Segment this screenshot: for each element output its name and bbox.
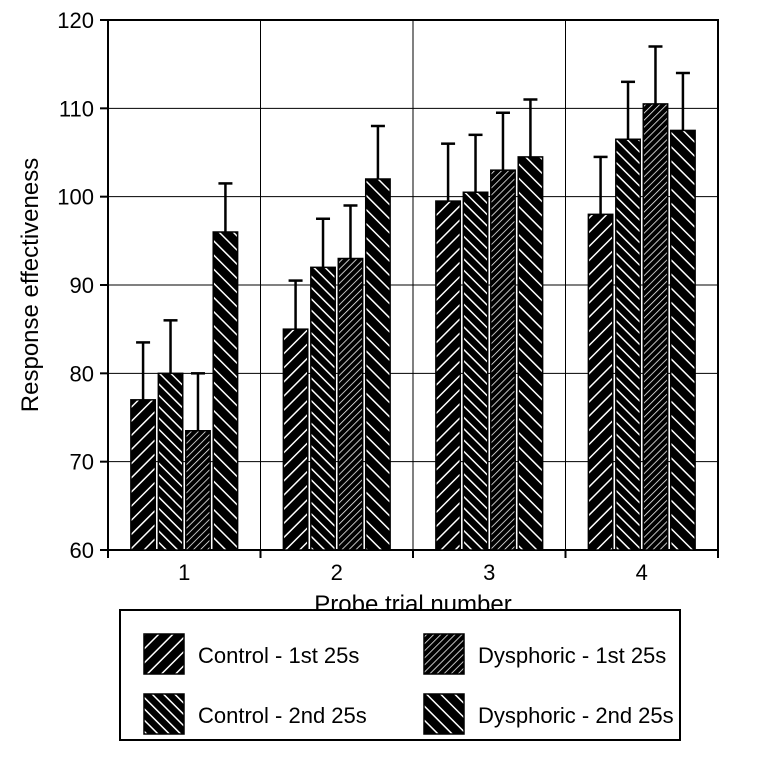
legend-label: Dysphoric - 1st 25s xyxy=(478,643,666,668)
y-axis-label: Response effectiveness xyxy=(17,158,44,412)
bar xyxy=(158,373,182,550)
bar xyxy=(463,192,487,550)
bar-chart: 607080901001101201234Probe trial numberR… xyxy=(0,0,782,768)
bar xyxy=(643,104,667,550)
y-tick-label: 90 xyxy=(70,273,94,298)
bar xyxy=(366,179,390,550)
chart-container: { "chart":{ "type":"bar", "width":782,"h… xyxy=(0,0,782,768)
y-tick-label: 110 xyxy=(59,96,94,121)
bar xyxy=(213,232,237,550)
x-tick-label: 3 xyxy=(483,560,495,585)
y-tick-label: 70 xyxy=(70,450,94,475)
bar xyxy=(518,157,542,550)
legend-label: Control - 1st 25s xyxy=(198,643,359,668)
bar xyxy=(436,201,460,550)
bar xyxy=(131,400,155,550)
x-tick-label: 2 xyxy=(331,560,343,585)
y-tick-label: 80 xyxy=(70,361,94,386)
bar xyxy=(671,130,695,550)
bar xyxy=(491,170,515,550)
y-tick-label: 60 xyxy=(70,538,94,563)
bar xyxy=(588,214,612,550)
legend-label: Control - 2nd 25s xyxy=(198,703,367,728)
legend-swatch xyxy=(144,634,184,674)
y-tick-label: 100 xyxy=(57,185,94,210)
bar xyxy=(186,431,210,550)
y-tick-label: 120 xyxy=(57,8,94,33)
bar xyxy=(616,139,640,550)
legend-swatch xyxy=(424,634,464,674)
legend-swatch xyxy=(144,694,184,734)
bar xyxy=(283,329,307,550)
x-tick-label: 4 xyxy=(636,560,648,585)
legend-swatch xyxy=(424,694,464,734)
bar xyxy=(338,259,362,551)
bar xyxy=(311,267,335,550)
legend-label: Dysphoric - 2nd 25s xyxy=(478,703,674,728)
x-tick-label: 1 xyxy=(178,560,190,585)
